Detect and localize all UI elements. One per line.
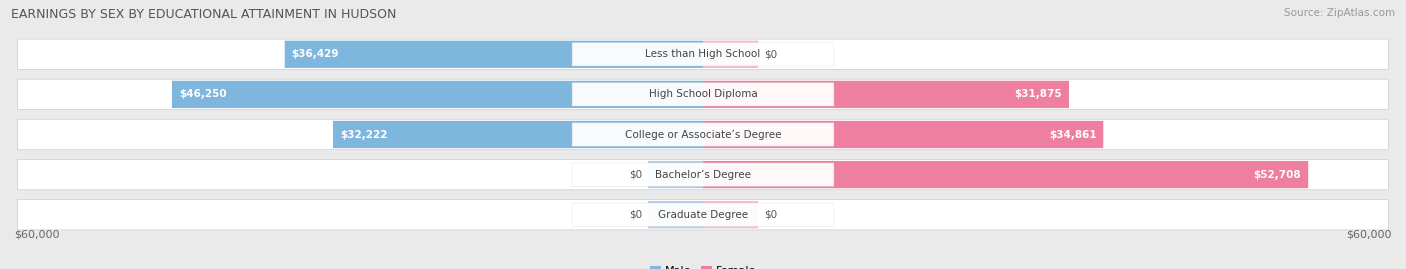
FancyBboxPatch shape: [17, 159, 1389, 190]
Text: $52,708: $52,708: [1254, 169, 1302, 180]
FancyBboxPatch shape: [703, 121, 1104, 148]
Text: $0: $0: [630, 169, 643, 180]
FancyBboxPatch shape: [703, 41, 758, 68]
FancyBboxPatch shape: [572, 203, 834, 226]
FancyBboxPatch shape: [703, 81, 1069, 108]
FancyBboxPatch shape: [17, 79, 1389, 110]
Text: $0: $0: [630, 210, 643, 220]
Text: Less than High School: Less than High School: [645, 49, 761, 59]
FancyBboxPatch shape: [17, 39, 1389, 70]
FancyBboxPatch shape: [172, 81, 703, 108]
FancyBboxPatch shape: [572, 43, 834, 66]
FancyBboxPatch shape: [284, 41, 703, 68]
FancyBboxPatch shape: [703, 201, 758, 228]
FancyBboxPatch shape: [703, 161, 1308, 188]
FancyBboxPatch shape: [648, 201, 703, 228]
Legend: Male, Female: Male, Female: [650, 266, 756, 269]
Text: $31,875: $31,875: [1015, 89, 1062, 100]
Text: $46,250: $46,250: [179, 89, 226, 100]
FancyBboxPatch shape: [648, 161, 703, 188]
Text: $0: $0: [763, 210, 776, 220]
Text: $32,222: $32,222: [340, 129, 388, 140]
Text: $34,861: $34,861: [1049, 129, 1097, 140]
FancyBboxPatch shape: [572, 123, 834, 146]
FancyBboxPatch shape: [572, 83, 834, 106]
Text: Source: ZipAtlas.com: Source: ZipAtlas.com: [1284, 8, 1395, 18]
Text: Bachelor’s Degree: Bachelor’s Degree: [655, 169, 751, 180]
Text: $0: $0: [763, 49, 776, 59]
Text: $60,000: $60,000: [14, 230, 59, 240]
FancyBboxPatch shape: [17, 119, 1389, 150]
FancyBboxPatch shape: [333, 121, 703, 148]
Text: Graduate Degree: Graduate Degree: [658, 210, 748, 220]
Text: High School Diploma: High School Diploma: [648, 89, 758, 100]
FancyBboxPatch shape: [17, 199, 1389, 230]
Text: EARNINGS BY SEX BY EDUCATIONAL ATTAINMENT IN HUDSON: EARNINGS BY SEX BY EDUCATIONAL ATTAINMEN…: [11, 8, 396, 21]
Text: College or Associate’s Degree: College or Associate’s Degree: [624, 129, 782, 140]
Text: $36,429: $36,429: [291, 49, 339, 59]
FancyBboxPatch shape: [572, 163, 834, 186]
Text: $60,000: $60,000: [1347, 230, 1392, 240]
